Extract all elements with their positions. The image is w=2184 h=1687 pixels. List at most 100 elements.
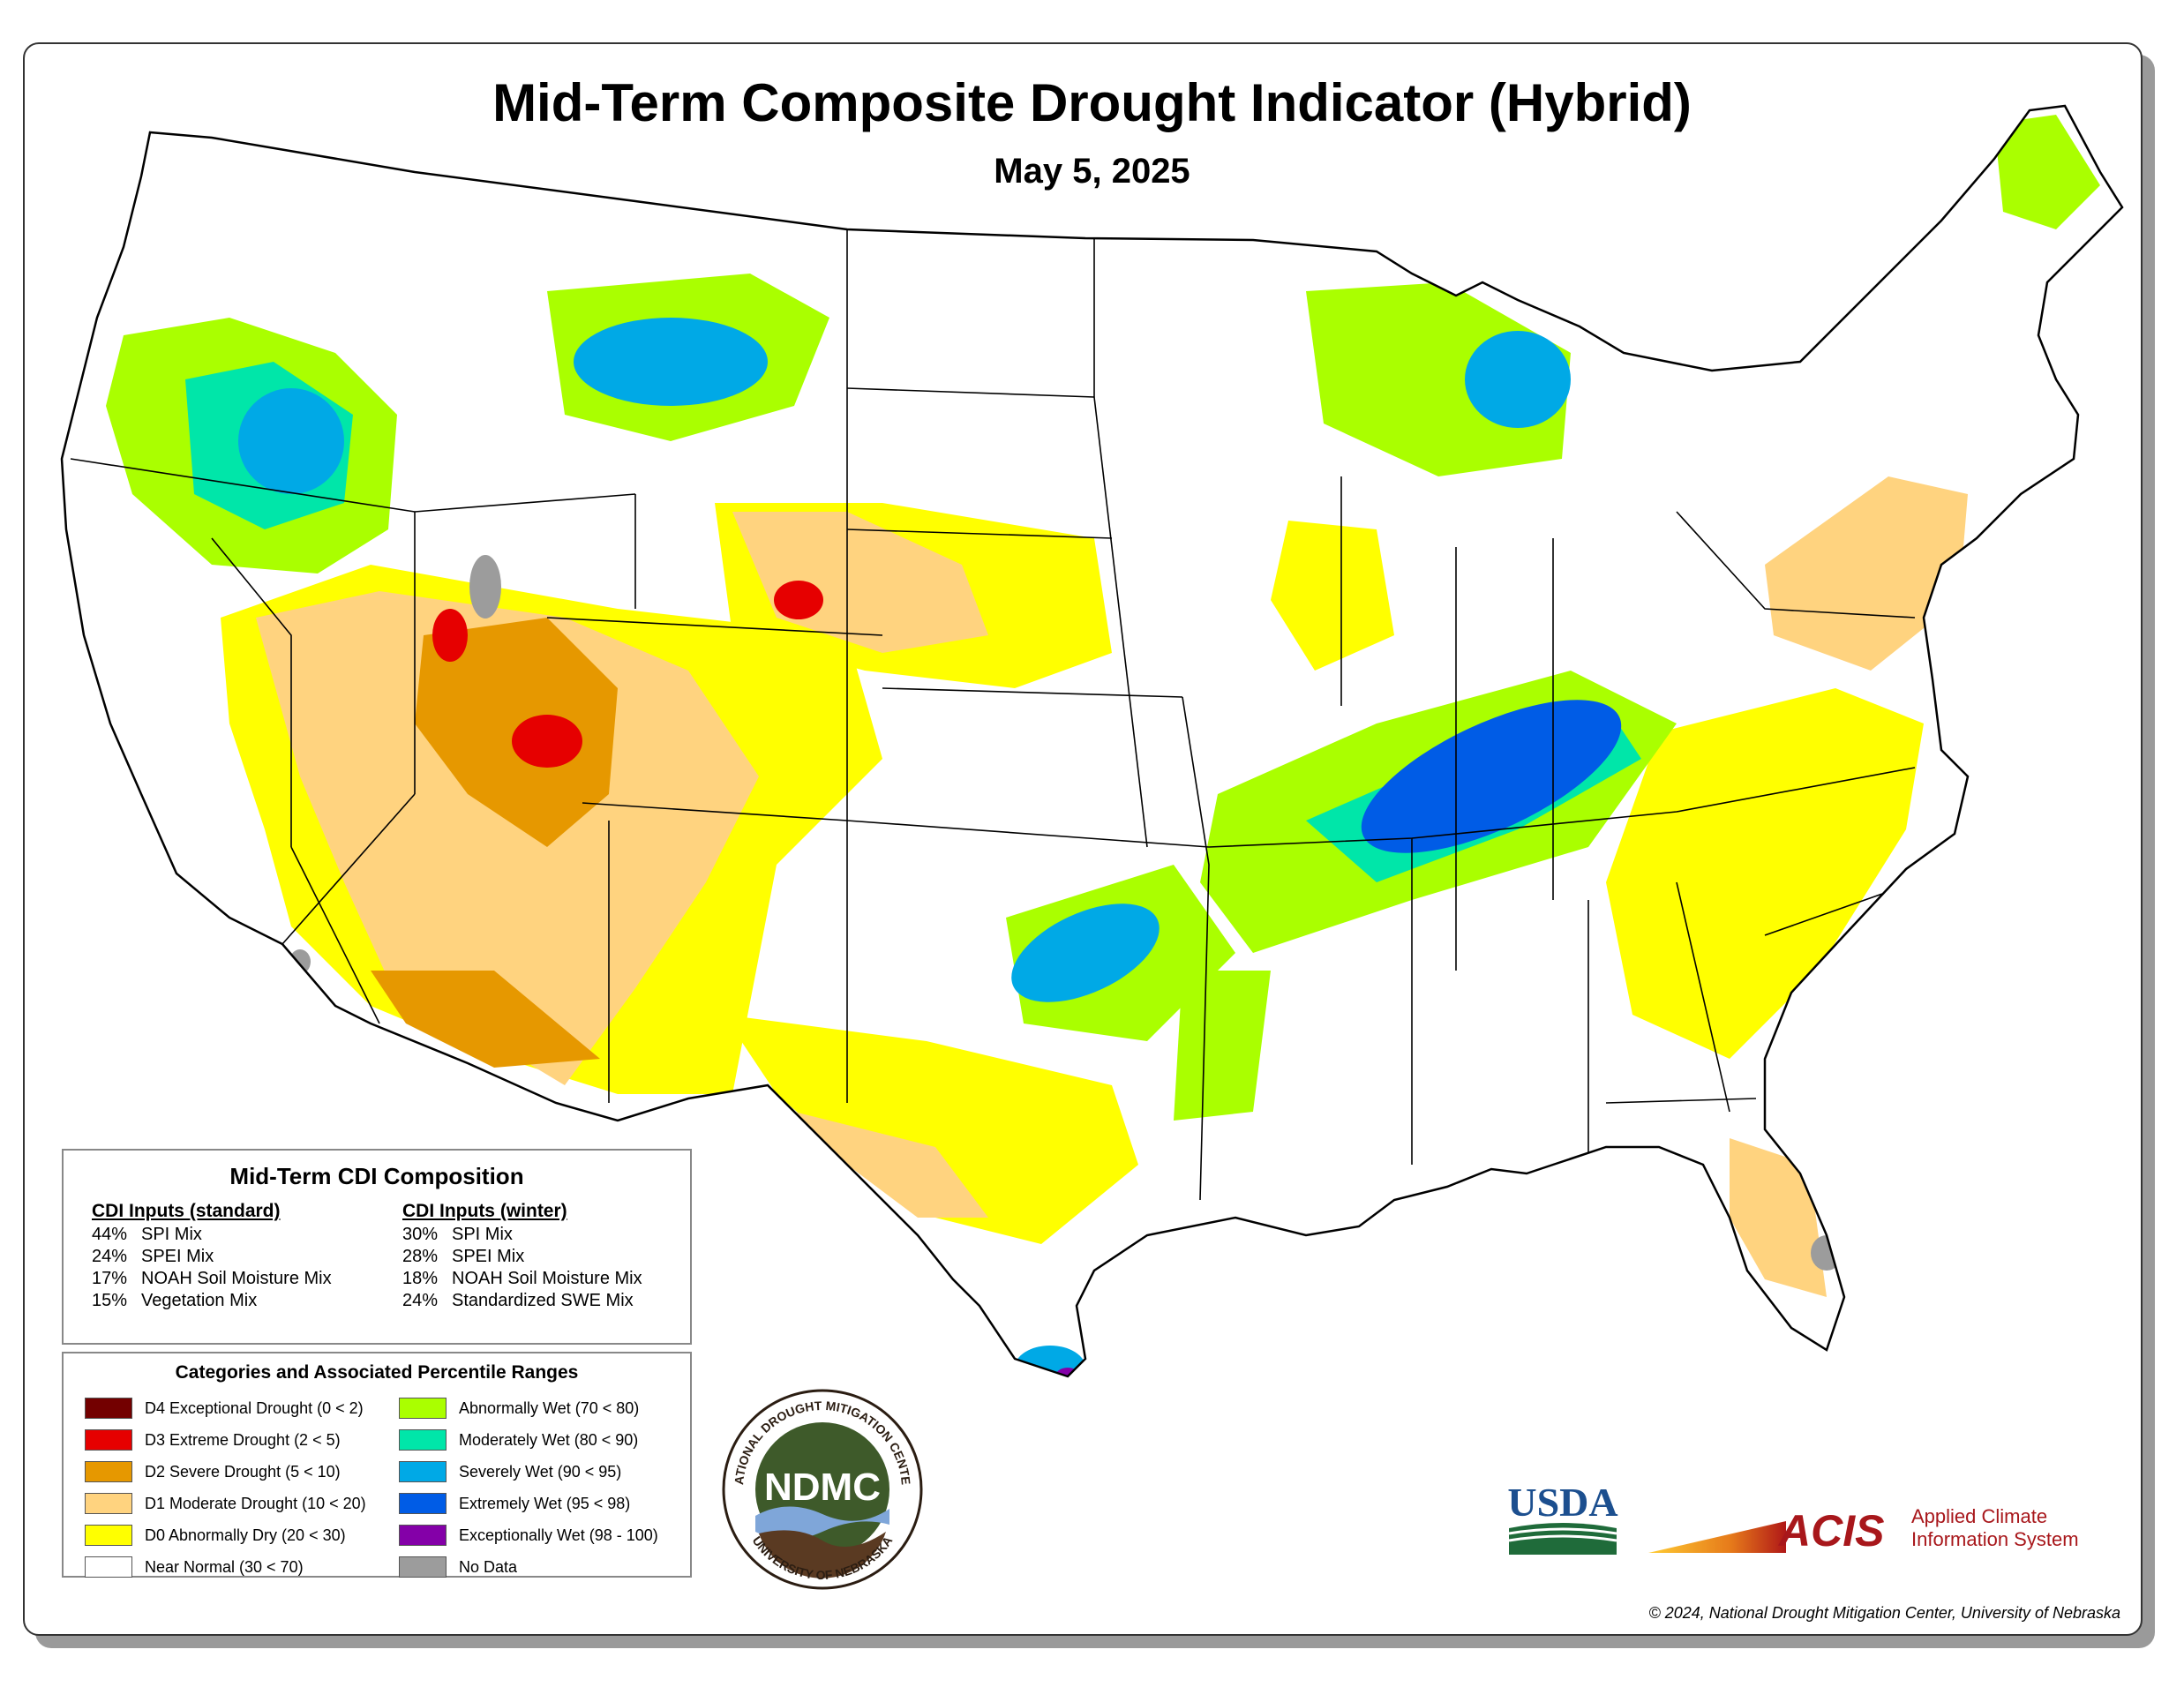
legend-label: Moderately Wet (80 < 90) [459, 1430, 639, 1449]
wyoming-extreme-spot [774, 581, 823, 619]
legend-swatch [399, 1525, 447, 1546]
legend-item: Extremely Wet (95 < 98) [399, 1488, 658, 1519]
state-boundary [546, 617, 883, 636]
legend-label: Near Normal (30 < 70) [145, 1557, 304, 1576]
legend-swatch [399, 1461, 447, 1482]
composition-heading: Mid-Term CDI Composition [229, 1163, 524, 1189]
legend-item: Severely Wet (90 < 95) [399, 1456, 658, 1488]
greatlakes-wet-region [1306, 282, 1571, 476]
standard-input-row: 24% SPEI Mix [92, 1247, 214, 1266]
legend-label: Severely Wet (90 < 95) [459, 1462, 622, 1481]
standard-input-row: 17% NOAH Soil Moisture Mix [92, 1269, 332, 1288]
ndmc-logo: NDMC NATIONAL DROUGHT MITIGATION CENTER … [717, 1383, 923, 1590]
texas-dry-region [724, 1015, 1138, 1244]
legend-item: D2 Severe Drought (5 < 10) [85, 1456, 366, 1488]
idaho-severe-wet [238, 388, 344, 494]
state-boundary [846, 387, 1095, 398]
legend-swatch [399, 1398, 447, 1419]
state-boundary [70, 458, 416, 513]
south-texas-wet [1015, 1346, 1085, 1376]
illinois-dry-region [1271, 521, 1394, 671]
dry-categories: D4 Exceptional Drought (0 < 2) D3 Extreme… [85, 1392, 366, 1583]
standard-input-row: 15% Vegetation Mix [92, 1291, 258, 1310]
map-title: Mid-Term Composite Drought Indicator (Hy… [492, 73, 1692, 132]
texas-moderate-region [794, 1112, 988, 1218]
utah-extreme-spot [512, 715, 582, 768]
sw-moderate-region [256, 591, 759, 1085]
kentucky-extreme-wet [1361, 700, 1622, 853]
oklahoma-severe-wet [1011, 903, 1160, 1002]
legend-item: Exceptionally Wet (98 - 100) [399, 1519, 658, 1551]
midatlantic-moderate-region [1765, 476, 1968, 671]
winter-input-row: 24% Standardized SWE Mix [402, 1291, 634, 1310]
arkansas-wet-region [1174, 971, 1271, 1121]
state-boundary [1676, 881, 1730, 1113]
legend-heading: Categories and Associated Percentile Ran… [175, 1362, 579, 1383]
legend-swatch [399, 1556, 447, 1578]
legend-item: D4 Exceptional Drought (0 < 2) [85, 1392, 366, 1424]
state-boundary [1208, 767, 1916, 848]
standard-inputs: CDI Inputs (standard) 44% SPI Mix 24% SPEI… [92, 1200, 332, 1312]
legend-item: No Data [399, 1551, 658, 1583]
wet-categories: Abnormally Wet (70 < 80) Moderately Wet (… [399, 1392, 658, 1583]
legend-swatch [85, 1493, 132, 1514]
acis-line1: Applied Climate [1911, 1505, 2047, 1527]
legend-swatch [399, 1429, 447, 1451]
maine-wet-region [1994, 115, 2100, 229]
montana-severe-wet [574, 318, 768, 406]
salton-sea [289, 949, 311, 974]
usda-text: USDA [1507, 1480, 1617, 1525]
legend-label: Abnormally Wet (70 < 80) [459, 1398, 640, 1417]
state-boundary [1605, 1098, 1757, 1104]
state-boundary [1093, 396, 1148, 848]
state-boundary [846, 529, 1113, 539]
legend-label: D2 Severe Drought (5 < 10) [145, 1462, 341, 1481]
michigan-severe-wet [1465, 331, 1571, 428]
state-boundary [290, 846, 380, 1024]
legend-label: Exceptionally Wet (98 - 100) [459, 1526, 658, 1544]
copyright-credit: © 2024, National Drought Mitigation Cent… [1648, 1604, 2120, 1622]
acis-line2: Information System [1911, 1528, 2079, 1550]
legend-swatch [85, 1398, 132, 1419]
state-boundary [1182, 696, 1210, 1201]
legend-label: D1 Moderate Drought (10 < 20) [145, 1494, 366, 1512]
state-boundary [1676, 511, 1916, 619]
legend-swatch [85, 1525, 132, 1546]
winter-input-row: 18% NOAH Soil Moisture Mix [402, 1269, 642, 1288]
legend-label: D0 Abnormally Dry (20 < 30) [145, 1526, 346, 1544]
map-date: May 5, 2025 [994, 152, 1190, 191]
state-boundary [281, 793, 416, 945]
ndmc-center-text: NDMC [764, 1466, 881, 1509]
arizona-severe-region [371, 971, 600, 1068]
composition-panel: Mid-Term CDI Composition CDI Inputs (sta… [62, 1149, 692, 1345]
acis-mark: ACIS [1777, 1506, 1884, 1556]
legend-item: Near Normal (30 < 70) [85, 1551, 366, 1583]
state-boundary [414, 493, 636, 513]
winter-inputs: CDI Inputs (winter) 30% SPI Mix 28% SPEI M… [402, 1200, 642, 1312]
lake-okeechobee [1811, 1235, 1843, 1271]
legend-item: D1 Moderate Drought (10 < 20) [85, 1488, 366, 1519]
legend-label: D3 Extreme Drought (2 < 5) [145, 1430, 341, 1449]
legend-item: Abnormally Wet (70 < 80) [399, 1392, 658, 1424]
legend-swatch [85, 1556, 132, 1578]
us-outline [60, 104, 2124, 1378]
state-boundary [211, 537, 292, 847]
utah-extreme-spot-2 [432, 609, 468, 662]
standard-inputs-header: CDI Inputs (standard) [92, 1201, 281, 1221]
legend-swatch [85, 1461, 132, 1482]
legend-label: Extremely Wet (95 < 98) [459, 1494, 631, 1512]
legend-label: No Data [459, 1557, 518, 1576]
category-legend: Categories and Associated Percentile Ran… [62, 1352, 692, 1578]
usda-logo: USDA [1507, 1480, 1618, 1555]
legend-item: D3 Extreme Drought (2 < 5) [85, 1424, 366, 1456]
florida-moderate-region [1730, 1138, 1827, 1297]
legend-item: D0 Abnormally Dry (20 < 30) [85, 1519, 366, 1551]
legend-item: Moderately Wet (80 < 90) [399, 1424, 658, 1456]
standard-input-row: 44% SPI Mix [92, 1225, 202, 1244]
winter-input-row: 30% SPI Mix [402, 1225, 513, 1244]
legend-swatch [399, 1493, 447, 1514]
winter-input-row: 28% SPEI Mix [402, 1247, 525, 1266]
great-salt-lake [469, 555, 501, 619]
legend-label: D4 Exceptional Drought (0 < 2) [145, 1398, 364, 1417]
state-boundary [882, 687, 1183, 698]
